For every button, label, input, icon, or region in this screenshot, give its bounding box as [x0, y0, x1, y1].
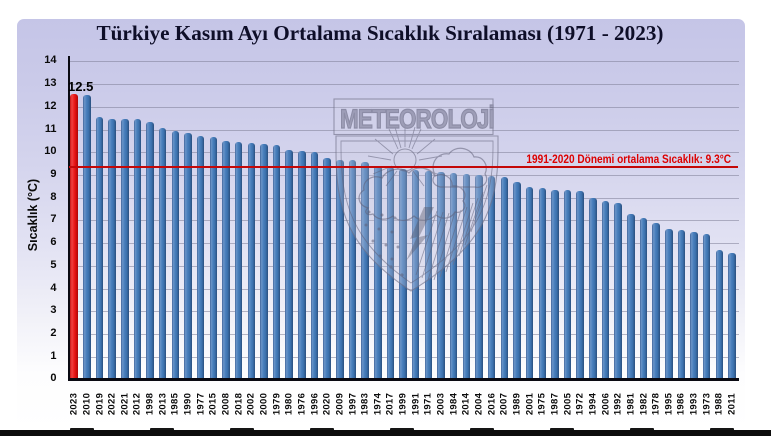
svg-text:METEOROLOJİ: METEOROLOJİ [340, 105, 494, 134]
